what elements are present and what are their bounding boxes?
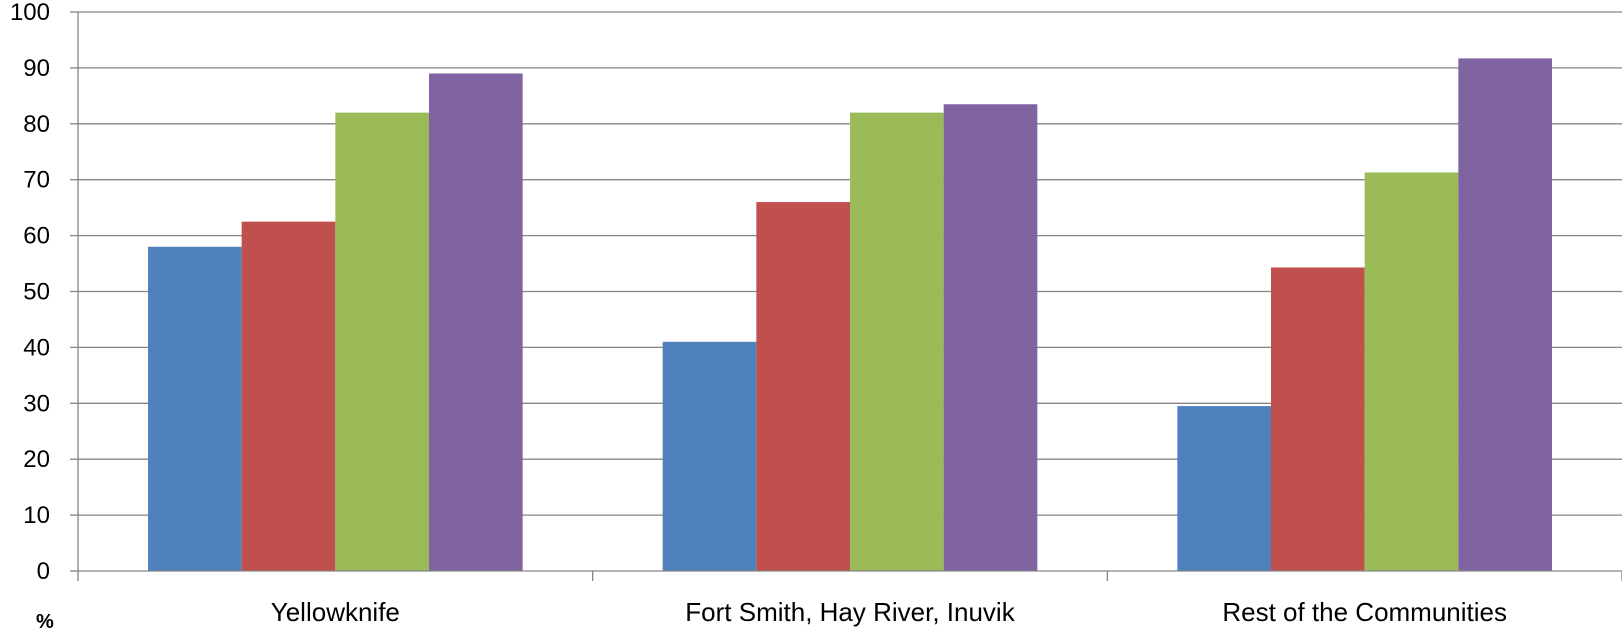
y-unit-label: % (36, 611, 54, 633)
x-category-label: Rest of the Communities (1222, 597, 1507, 627)
x-category-label: Fort Smith, Hay River, Inuvik (685, 597, 1015, 627)
bar (1270, 267, 1365, 571)
bar (1364, 172, 1459, 572)
y-tick-label: 100 (10, 0, 50, 26)
bar (1177, 406, 1271, 571)
axes (70, 11, 1622, 581)
y-tick-label: 40 (23, 334, 50, 361)
y-tick-label: 10 (23, 502, 50, 529)
y-tick-label: 20 (23, 446, 50, 473)
y-tick-label: 70 (23, 167, 50, 194)
y-tick-label: 90 (23, 55, 50, 82)
y-tick-label: 30 (23, 390, 50, 417)
bar (943, 104, 1038, 572)
bar (241, 221, 336, 571)
y-tick-label: 80 (23, 111, 50, 138)
x-category-label: Yellowknife (271, 597, 400, 627)
bar (756, 202, 850, 571)
bar (429, 73, 523, 572)
bar (147, 246, 242, 571)
y-tick-label: 60 (23, 223, 50, 250)
bar (335, 112, 430, 572)
y-tick-label: 0 (37, 558, 50, 585)
bar (1458, 58, 1553, 572)
y-tick-label: 50 (23, 279, 50, 306)
bar (662, 341, 757, 571)
bar (850, 112, 944, 572)
labels: 0 10 20 30 40 50 60 70 80 90 100 Yellowknife Fort Sm… (10, 0, 1507, 627)
bars (147, 58, 1553, 572)
